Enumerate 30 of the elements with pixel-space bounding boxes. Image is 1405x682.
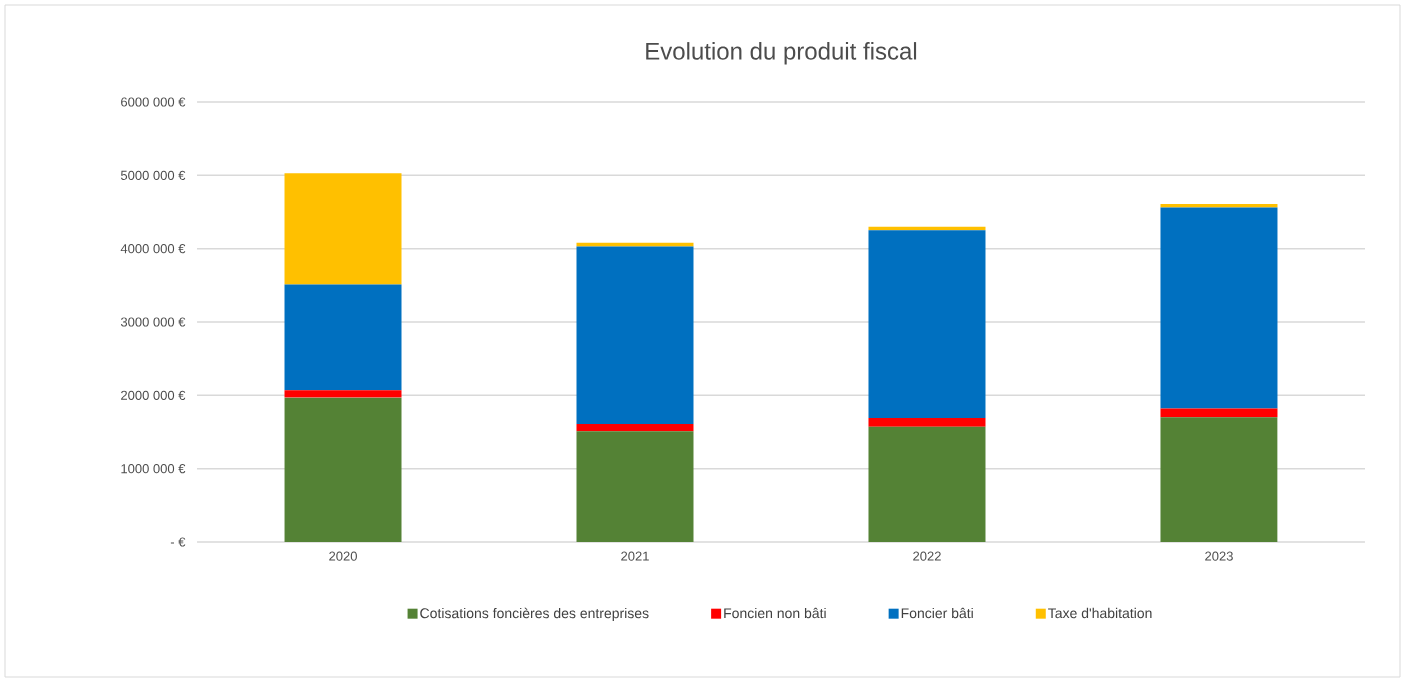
y-tick-label: 5000 000 € (120, 170, 186, 180)
x-tick-label: 2023 (1205, 551, 1233, 561)
x-tick-label: 2021 (621, 551, 649, 561)
x-tick-label: 2022 (913, 551, 941, 561)
bar (868, 426, 986, 542)
legend-label: Foncien non bâti (724, 607, 826, 619)
bar (576, 423, 694, 432)
bar (284, 390, 402, 398)
bar (1160, 417, 1278, 542)
y-tick-label: 6000 000 € (121, 97, 186, 107)
chart-title: Evolution du produit fiscal (646, 42, 917, 65)
bar (1160, 207, 1278, 409)
x-tick-label: 2020 (329, 551, 357, 561)
bar (1160, 203, 1278, 208)
bar (284, 284, 402, 391)
y-tick-label: 4000 000 € (120, 244, 186, 254)
legend-label: Cotisations foncières des entreprises (420, 607, 649, 621)
y-tick-label: 1000 000 € (121, 464, 186, 474)
bar (1160, 408, 1278, 418)
bar (868, 230, 986, 419)
bar (284, 397, 402, 542)
legend-label: Taxe d'habitation (1048, 607, 1152, 619)
bar (284, 173, 402, 285)
bar (576, 431, 694, 542)
bar (576, 246, 694, 424)
bar (868, 418, 986, 427)
y-tick-label: - € (170, 537, 186, 547)
y-tick-label: 3000 000 € (120, 317, 186, 327)
y-tick-label: 2000 000 € (121, 390, 186, 400)
legend-label: Foncier bâti (901, 607, 973, 619)
